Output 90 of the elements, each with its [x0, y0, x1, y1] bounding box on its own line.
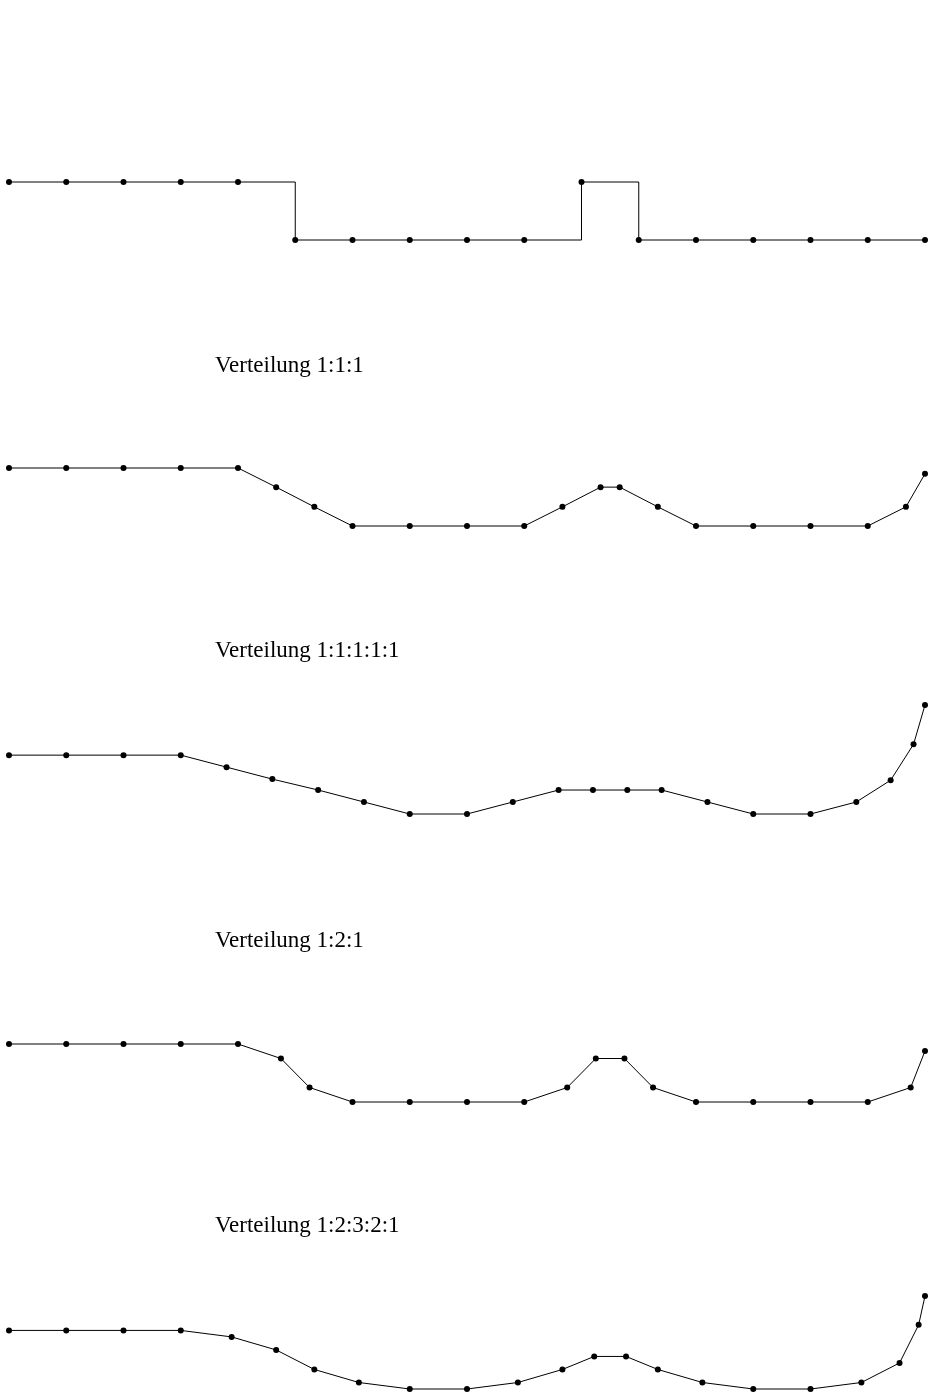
point: [406, 1386, 413, 1392]
point: [623, 1353, 630, 1360]
point: [6, 465, 12, 471]
point: [750, 811, 757, 817]
point: [922, 1047, 928, 1054]
point: [807, 811, 814, 817]
point: [235, 465, 241, 471]
point: [699, 1379, 706, 1386]
point: [120, 1327, 127, 1334]
point: [907, 1084, 914, 1091]
point: [807, 1386, 814, 1392]
point: [177, 1041, 184, 1047]
point: [311, 503, 318, 510]
point: [315, 787, 322, 794]
point: [177, 1327, 184, 1334]
point: [559, 503, 566, 510]
chart-title: Verteilung 1:1:1:1:1: [215, 637, 400, 663]
point: [177, 465, 184, 471]
point: [922, 1293, 928, 1299]
point: [235, 1041, 241, 1047]
chart-title: Verteilung 1:2:1: [215, 927, 364, 953]
point: [658, 787, 665, 794]
point: [120, 465, 127, 471]
point: [509, 799, 516, 806]
point: [864, 1099, 871, 1105]
point: [591, 1353, 598, 1360]
point: [406, 1099, 413, 1105]
point: [915, 1321, 922, 1328]
point: [406, 811, 413, 817]
point: [464, 1386, 470, 1392]
point: [564, 1084, 571, 1091]
point: [693, 523, 699, 529]
point: [559, 1366, 566, 1373]
point: [807, 523, 814, 529]
point: [704, 799, 711, 806]
point: [273, 1346, 280, 1353]
point: [864, 523, 871, 529]
point: [269, 776, 276, 783]
point: [597, 484, 604, 491]
point: [6, 1041, 12, 1047]
point: [223, 764, 230, 771]
point: [858, 1379, 865, 1386]
point: [621, 1055, 628, 1062]
point: [750, 1099, 757, 1105]
point: [63, 752, 70, 759]
point: [306, 1084, 313, 1091]
point: [349, 1099, 356, 1105]
point: [589, 787, 596, 794]
point: [177, 752, 184, 759]
chart-title: Verteilung 1:1:1: [215, 352, 364, 378]
point: [650, 1084, 657, 1091]
point: [592, 1055, 599, 1062]
point: [521, 523, 528, 529]
point: [464, 1099, 470, 1105]
point: [63, 1041, 70, 1047]
point: [464, 811, 470, 817]
point: [360, 799, 367, 806]
point: [63, 465, 70, 471]
point: [807, 1099, 814, 1105]
point: [616, 484, 623, 491]
point: [349, 523, 356, 529]
point: [750, 523, 757, 529]
point: [887, 777, 894, 784]
point: [521, 1099, 528, 1105]
point: [6, 1327, 12, 1334]
point: [910, 741, 917, 748]
chart-title: Verteilung 1:2:3:2:1: [215, 1212, 400, 1238]
point: [228, 1333, 235, 1340]
point: [896, 1359, 903, 1366]
point: [624, 787, 631, 794]
point: [555, 787, 562, 794]
point: [693, 1099, 699, 1105]
point: [654, 1366, 661, 1373]
point: [6, 752, 12, 759]
point: [514, 1379, 521, 1386]
point: [750, 1386, 757, 1392]
point: [273, 484, 280, 491]
point: [63, 1327, 70, 1334]
point: [355, 1379, 362, 1386]
point: [311, 1366, 318, 1373]
point: [922, 702, 928, 708]
point: [853, 799, 860, 806]
point: [464, 523, 470, 529]
point: [654, 503, 661, 510]
point: [120, 1041, 127, 1047]
point: [902, 503, 909, 510]
point: [406, 523, 413, 529]
point: [922, 470, 928, 477]
point: [277, 1055, 284, 1062]
point: [120, 752, 127, 759]
